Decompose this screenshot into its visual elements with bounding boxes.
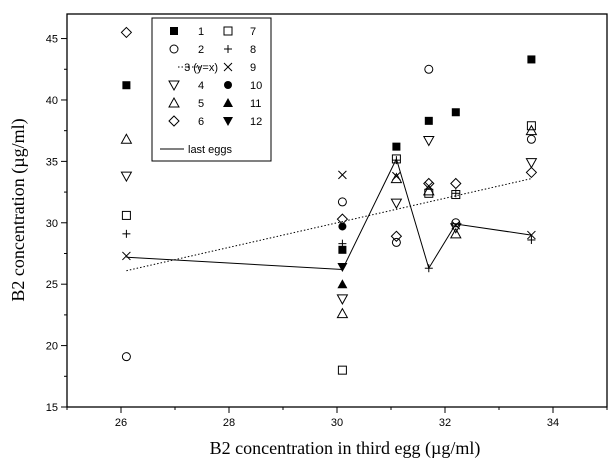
data-point bbox=[337, 197, 347, 207]
data-point bbox=[392, 156, 401, 165]
y-tick-label: 15 bbox=[46, 402, 58, 414]
data-point bbox=[120, 133, 133, 144]
data-point bbox=[424, 64, 434, 74]
legend-label: 6 bbox=[198, 116, 204, 128]
data-point bbox=[121, 210, 131, 220]
legend-label: 11 bbox=[250, 98, 261, 110]
data-point bbox=[422, 184, 435, 196]
legend-label: 9 bbox=[250, 62, 256, 74]
legend-label: 5 bbox=[198, 98, 204, 110]
legend-label: 10 bbox=[250, 80, 262, 92]
legend-marker bbox=[224, 81, 232, 89]
data-point bbox=[338, 222, 347, 231]
plot-lines bbox=[126, 157, 532, 272]
data-point bbox=[337, 262, 348, 272]
data-point bbox=[390, 230, 403, 242]
legend-label: 2 bbox=[198, 44, 204, 56]
data-point bbox=[525, 166, 538, 179]
series-line bbox=[126, 178, 532, 272]
x-tick-label: 32 bbox=[439, 417, 451, 429]
legend-marker bbox=[223, 26, 233, 36]
data-point bbox=[391, 237, 401, 247]
series-line bbox=[126, 157, 532, 271]
data-point bbox=[337, 279, 348, 289]
data-point bbox=[450, 177, 462, 190]
x-tick-label: 30 bbox=[331, 417, 343, 429]
y-tick-label: 20 bbox=[46, 341, 58, 353]
y-tick-label: 35 bbox=[46, 156, 58, 168]
data-point bbox=[424, 181, 434, 191]
data-point bbox=[423, 177, 435, 190]
data-point bbox=[337, 365, 347, 375]
legend-box bbox=[151, 17, 272, 162]
data-point bbox=[392, 171, 401, 181]
x-tick-label: 34 bbox=[547, 417, 559, 429]
data-point bbox=[121, 352, 131, 362]
legend-label: 12 bbox=[250, 116, 262, 128]
x-axis: 26 28 30 32 34 bbox=[66, 407, 608, 429]
legend-marker bbox=[170, 27, 178, 35]
data-point bbox=[122, 251, 131, 261]
plot-frame bbox=[66, 13, 608, 408]
legend-label: 8 bbox=[250, 44, 256, 56]
plot-points bbox=[120, 26, 538, 375]
data-point bbox=[449, 227, 462, 239]
legend-label: 3 (y=x) bbox=[184, 62, 218, 74]
x-tick-label: 26 bbox=[115, 417, 127, 429]
legend-marker bbox=[168, 80, 180, 92]
data-point bbox=[527, 235, 536, 244]
data-point bbox=[424, 116, 433, 125]
data-point bbox=[336, 294, 349, 305]
data-point bbox=[424, 264, 433, 273]
legend-marker bbox=[168, 96, 180, 108]
legend-marker bbox=[223, 98, 233, 107]
x-axis-title: B2 concentration in third egg (µg/ml) bbox=[210, 438, 481, 459]
data-point bbox=[338, 170, 347, 180]
data-point bbox=[526, 121, 536, 131]
data-point bbox=[120, 26, 133, 39]
data-point bbox=[122, 81, 131, 90]
data-point bbox=[422, 135, 435, 147]
y-tick-label: 25 bbox=[46, 279, 58, 291]
data-point bbox=[424, 188, 434, 198]
legend-label: last eggs bbox=[188, 144, 233, 156]
legend-marker bbox=[168, 115, 180, 127]
data-point bbox=[338, 239, 347, 248]
legend-label: 1 bbox=[198, 26, 204, 38]
data-point bbox=[390, 172, 403, 184]
legend-marker bbox=[224, 45, 232, 53]
data-point bbox=[451, 218, 461, 228]
y-axis: 15 20 25 30 35 40 45 bbox=[46, 34, 67, 414]
y-tick-label: 30 bbox=[46, 218, 58, 230]
legend-marker bbox=[223, 117, 233, 126]
data-point bbox=[392, 142, 401, 151]
legend-marker bbox=[169, 44, 179, 54]
y-axis-title: B2 concentration (µg/ml) bbox=[8, 118, 29, 301]
data-point bbox=[336, 307, 349, 319]
data-point bbox=[122, 229, 131, 238]
legend-marker bbox=[223, 62, 233, 72]
legend-label: 7 bbox=[250, 26, 256, 38]
legend-label: 4 bbox=[198, 80, 204, 92]
y-tick-label: 40 bbox=[46, 95, 58, 107]
data-point bbox=[525, 158, 538, 169]
data-point bbox=[527, 55, 536, 64]
data-point bbox=[451, 220, 461, 230]
x-tick-label: 28 bbox=[223, 417, 235, 429]
y-tick-label: 45 bbox=[46, 34, 58, 46]
data-point bbox=[390, 198, 403, 210]
data-point bbox=[120, 171, 133, 183]
data-point bbox=[526, 134, 536, 144]
data-point bbox=[338, 245, 347, 254]
data-point bbox=[451, 108, 460, 117]
data-point bbox=[527, 230, 536, 240]
data-point bbox=[451, 189, 460, 198]
